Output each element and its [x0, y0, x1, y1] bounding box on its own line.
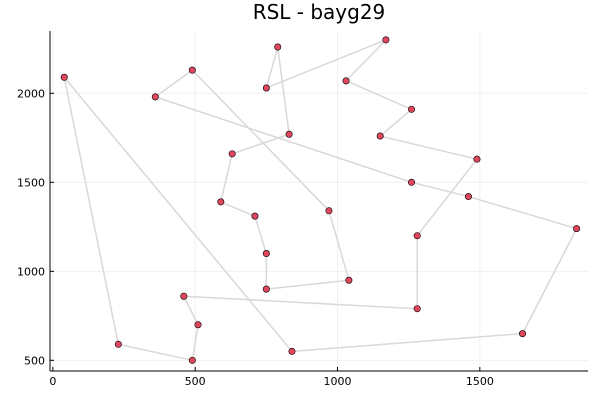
route-segment [220, 153, 233, 203]
route-segment [231, 133, 290, 155]
route-segment [265, 46, 279, 89]
city-point [573, 225, 581, 233]
route-segment [411, 181, 469, 198]
city-points [60, 36, 581, 364]
route-segment [416, 158, 478, 237]
city-point [413, 232, 421, 240]
city-point [342, 77, 350, 85]
city-point [217, 198, 225, 206]
route-segment [220, 201, 256, 217]
city-point [345, 276, 353, 284]
city-point [519, 330, 527, 338]
route-segment [521, 228, 578, 334]
route-segment [254, 215, 268, 254]
route-segment [276, 46, 290, 135]
y-tick-label: 1500 [17, 176, 45, 189]
y-tick-label: 2000 [17, 87, 45, 100]
city-point [188, 356, 196, 364]
city-point [274, 43, 282, 51]
city-point [188, 66, 196, 74]
tick-labels: 0 500 1000 1500 500 1000 1500 2000 [17, 87, 494, 388]
route-segment [379, 108, 412, 137]
route-segment [183, 295, 199, 326]
route-segment [154, 69, 193, 98]
route-segment [380, 135, 478, 160]
route-segment [118, 343, 193, 362]
route-segment [63, 76, 293, 352]
y-tick-label: 500 [24, 354, 45, 367]
city-point [408, 105, 416, 113]
y-tick-label: 1000 [17, 265, 45, 278]
city-point [325, 207, 333, 215]
city-point [194, 321, 202, 329]
city-point [285, 130, 293, 138]
route-segment [266, 39, 387, 89]
route-lines [63, 39, 578, 362]
city-point [473, 155, 481, 163]
route-segment [291, 332, 523, 353]
city-point [114, 340, 122, 348]
route-segment [345, 80, 412, 111]
city-point [464, 193, 472, 201]
city-point [60, 73, 68, 81]
city-point [180, 292, 188, 300]
route-segment [183, 295, 418, 310]
chart-title: RSL - bayg29 [253, 0, 386, 24]
city-point [251, 212, 259, 220]
city-point [376, 132, 384, 140]
route-segment [468, 195, 577, 230]
route-segment [63, 77, 120, 345]
x-tick-label: 1000 [324, 375, 352, 388]
city-point [413, 305, 421, 313]
route-segment [191, 69, 330, 212]
city-point [288, 347, 296, 355]
city-point [382, 36, 390, 44]
route-segment [345, 39, 387, 82]
grid [50, 31, 588, 371]
route-segment [155, 96, 412, 184]
axes [49, 31, 588, 372]
route-segment [328, 210, 350, 281]
route-segment [266, 279, 349, 290]
city-point [151, 93, 159, 101]
city-point [262, 285, 270, 293]
city-point [228, 150, 236, 158]
city-point [408, 178, 416, 186]
x-tick-label: 500 [185, 375, 206, 388]
x-tick-label: 0 [49, 375, 56, 388]
route-segment [191, 324, 199, 361]
city-point [262, 250, 270, 258]
x-tick-label: 1500 [466, 375, 494, 388]
city-point [262, 84, 270, 92]
